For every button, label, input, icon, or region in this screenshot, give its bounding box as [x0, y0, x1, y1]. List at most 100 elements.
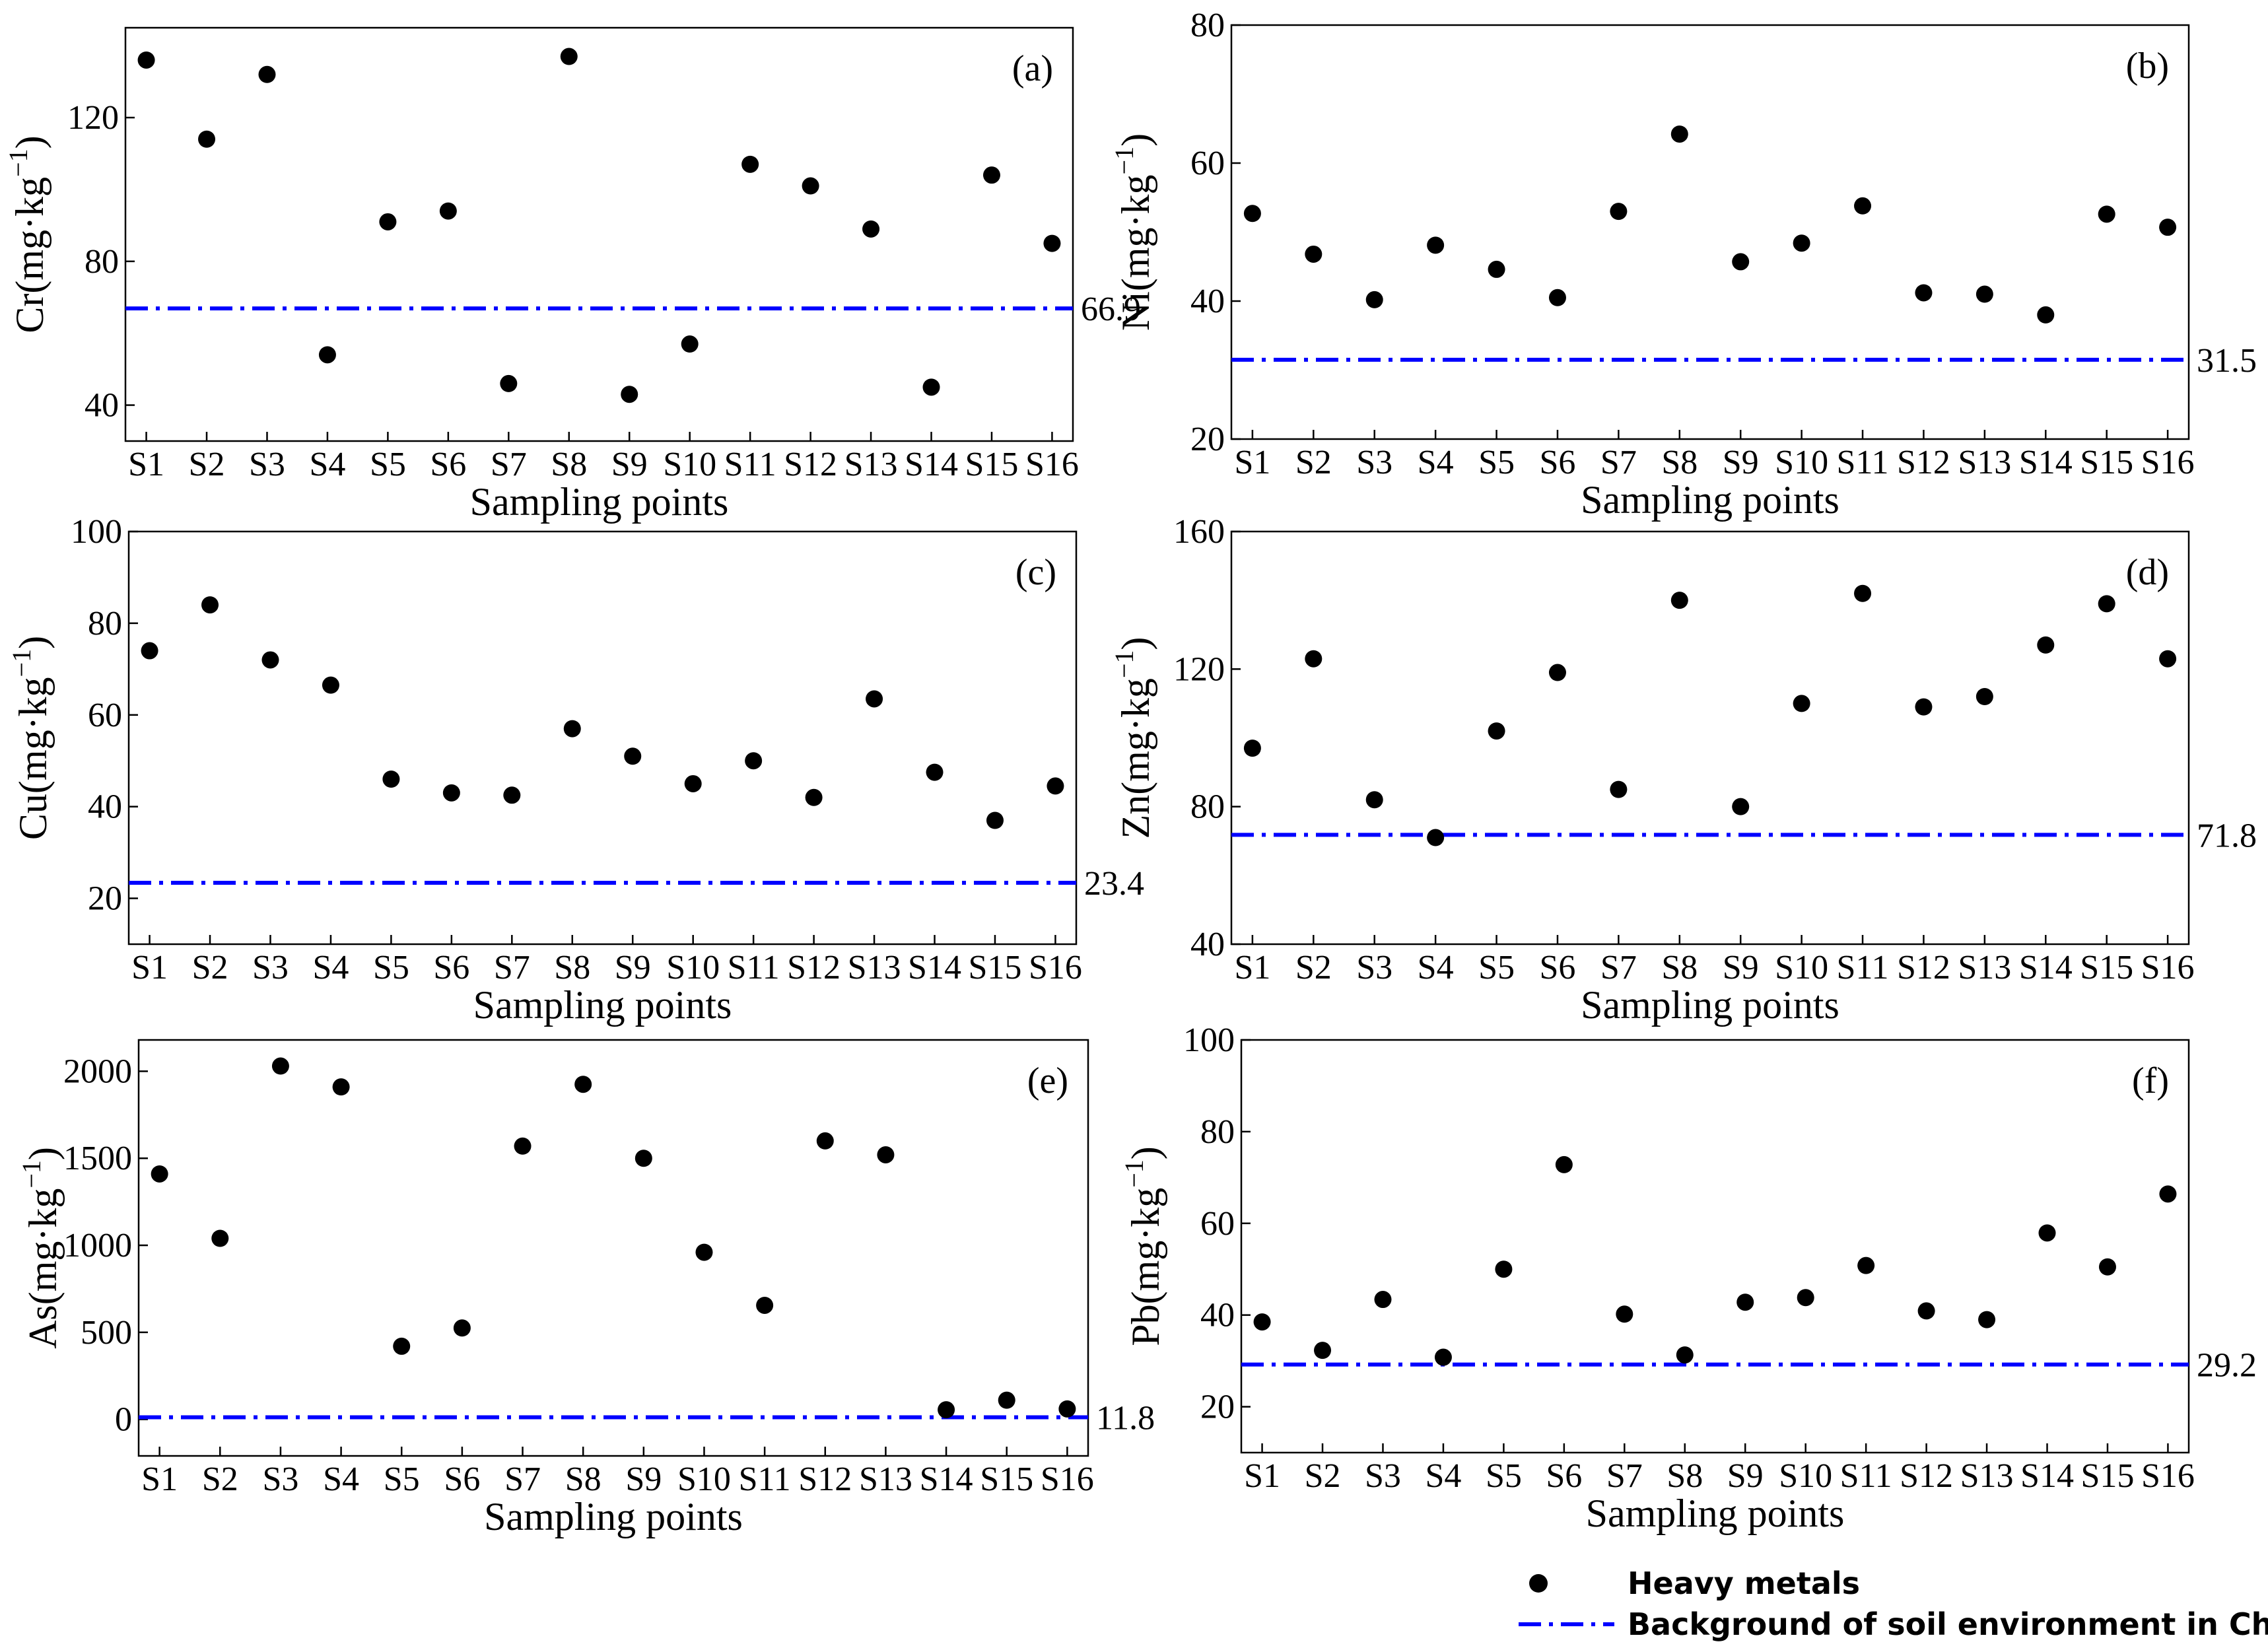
- data-point-s1: [137, 51, 155, 69]
- y-axis-title-main: Zn(mg·kg: [1114, 678, 1157, 839]
- x-tick-label: S2: [189, 446, 225, 483]
- y-axis-title: Cr(mg·kg−1): [3, 135, 52, 333]
- x-tick-label: S6: [433, 949, 469, 986]
- x-axis-title: Sampling points: [473, 983, 732, 1027]
- x-axis-title: Sampling points: [1586, 1492, 1845, 1535]
- x-tick-label: S13: [859, 1461, 912, 1498]
- legend-points-label: Heavy metals: [1628, 1566, 1860, 1601]
- data-point-s15: [998, 1391, 1015, 1409]
- panel-cr: 40 80 120 S1 S2 S3 S4 S5 S6 S7 S8 S9 S10 S11 S12 S13 S14…: [3, 26, 1141, 524]
- data-point-s16: [1047, 777, 1064, 795]
- x-tick-label: S4: [323, 1461, 359, 1498]
- x-tick-label: S10: [677, 1461, 731, 1498]
- x-tick-label: S15: [965, 446, 1019, 483]
- x-tick-label: S16: [1025, 446, 1079, 483]
- x-tick-label: S9: [625, 1461, 662, 1498]
- legend-point-icon: [1529, 1574, 1548, 1593]
- y-axis-title-exponent: −1: [1119, 1159, 1149, 1188]
- data-point-s1: [1243, 205, 1261, 223]
- x-tick-label: S6: [444, 1461, 480, 1498]
- data-point-s8: [1676, 1346, 1694, 1364]
- y-axis-title: Cu(mg·kg−1): [7, 636, 55, 840]
- data-point-s3: [1374, 1291, 1392, 1309]
- y-tick-label: 120: [1173, 650, 1225, 688]
- data-point-s11: [741, 155, 759, 173]
- data-point-s5: [1495, 1260, 1513, 1278]
- x-tick-label: S5: [370, 446, 406, 483]
- x-tick-label: S3: [262, 1461, 298, 1498]
- x-tick-label: S5: [373, 949, 409, 986]
- plot-frame: [137, 1039, 1089, 1457]
- data-point-s13: [1978, 1311, 1996, 1328]
- x-tick-label: S6: [1540, 444, 1576, 481]
- y-tick-label: 40: [88, 788, 122, 826]
- x-tick-label: S1: [1244, 1457, 1280, 1495]
- panel-as: 0 500 1000 1500 2000 S1 S2 S3 S4 S5 S6 S7 S8 S9 S10 S11…: [17, 1039, 1155, 1538]
- data-point-s7: [1610, 780, 1628, 798]
- x-tick-label: S7: [1600, 949, 1637, 986]
- y-tick-label: 2000: [63, 1052, 132, 1090]
- y-tick-label: 20: [88, 880, 122, 918]
- x-tick-label: S11: [728, 949, 780, 986]
- y-tick-label: 160: [1173, 513, 1225, 551]
- panel-label: (b): [2126, 46, 2169, 86]
- data-point-s6: [453, 1319, 471, 1337]
- data-point-s8: [574, 1076, 592, 1093]
- x-tick-label: S2: [1295, 949, 1332, 986]
- x-tick-label: S1: [131, 949, 168, 986]
- data-point-s15: [986, 811, 1004, 829]
- data-point-s3: [258, 65, 276, 83]
- x-axis-title: Sampling points: [1581, 478, 1839, 522]
- x-tick-label: S1: [1234, 444, 1270, 481]
- x-tick-label: S10: [1779, 1457, 1832, 1495]
- data-point-s10: [1793, 695, 1810, 712]
- x-tick-label: S3: [1356, 444, 1392, 481]
- data-point-s14: [2037, 636, 2055, 654]
- background-value-label: 71.8: [2197, 817, 2257, 854]
- x-tick-label: S13: [1960, 1457, 2014, 1495]
- data-point-s10: [684, 774, 702, 792]
- y-tick-label: 40: [85, 387, 119, 425]
- data-point-s16: [1043, 234, 1061, 252]
- y-axis-title-main: Cr(mg·kg: [8, 177, 52, 333]
- data-point-s4: [332, 1078, 350, 1096]
- x-tick-label: S9: [1723, 444, 1759, 481]
- data-point-s2: [1305, 245, 1323, 263]
- y-tick-label: 100: [1183, 1021, 1235, 1059]
- data-point-s4: [1427, 236, 1445, 254]
- y-tick-label: 0: [115, 1401, 132, 1439]
- x-tick-label: S8: [1667, 1457, 1703, 1495]
- data-point-s7: [1610, 203, 1628, 221]
- data-point-s5: [1488, 260, 1505, 278]
- data-point-s2: [201, 596, 219, 614]
- y-axis-title-exponent: −1: [1109, 650, 1139, 679]
- x-tick-label: S13: [848, 949, 901, 986]
- data-point-s9: [635, 1150, 652, 1167]
- panel-label: (a): [1012, 48, 1053, 89]
- x-tick-label: S2: [192, 949, 228, 986]
- data-point-s16: [2159, 219, 2177, 236]
- data-point-s9: [621, 386, 638, 403]
- x-tick-label: S7: [1600, 444, 1637, 481]
- y-axis-title-exponent: −1: [7, 649, 36, 677]
- panel-zn: 40 80 120 160 S1 S2 S3 S4 S5 S6 S7 S8 S9 S10 S11 S12 S13…: [1109, 513, 2257, 1027]
- panel-label: (d): [2126, 552, 2169, 593]
- x-tick-label: S12: [784, 446, 837, 483]
- data-point-s6: [1548, 664, 1566, 681]
- x-tick-label: S2: [1295, 444, 1332, 481]
- plot-frame: [124, 26, 1074, 442]
- data-point-s1: [1243, 740, 1261, 757]
- data-point-s9: [1732, 798, 1750, 815]
- data-point-s16: [2159, 650, 2177, 668]
- y-tick-label: 40: [1200, 1297, 1235, 1334]
- plot-frame: [1230, 24, 2190, 440]
- data-point-s16: [2159, 1185, 2177, 1203]
- data-point-s12: [1917, 1302, 1935, 1320]
- y-tick-label: 100: [71, 513, 122, 551]
- data-point-s2: [198, 130, 216, 148]
- data-point-s14: [938, 1401, 955, 1419]
- x-tick-label: S2: [1305, 1457, 1341, 1495]
